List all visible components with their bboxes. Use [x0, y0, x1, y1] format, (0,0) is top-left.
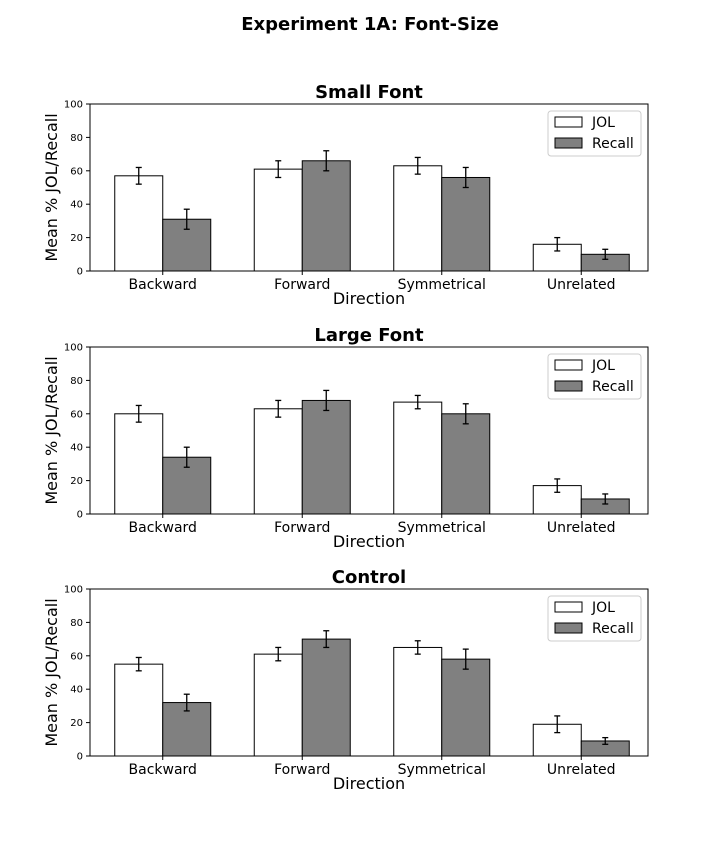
y-tick-label: 80: [70, 618, 83, 629]
legend-swatch-recall: [554, 137, 583, 149]
plot-frame: [89, 346, 649, 515]
legend-swatch-jol: [554, 359, 583, 371]
figure-title: Experiment 1A: Font-Size: [241, 14, 499, 35]
bar-recall-forward: [301, 638, 351, 757]
legend-swatch-recall: [554, 622, 583, 634]
bar-jol-forward: [253, 168, 303, 272]
chart-title: Control: [332, 567, 406, 588]
y-axis-label: Mean % JOL/Recall: [42, 113, 61, 261]
y-tick-label: 40: [70, 200, 83, 211]
x-tick-label: Backward: [129, 277, 197, 293]
x-tick-label: Backward: [129, 762, 197, 778]
bar-jol-symmetrical: [393, 401, 443, 515]
y-axis-label: Mean % JOL/Recall: [42, 356, 61, 504]
y-tick-label: 0: [77, 752, 83, 763]
x-tick-label: Unrelated: [547, 277, 616, 293]
bar-jol-backward: [114, 413, 164, 515]
y-tick-label: 20: [70, 718, 83, 729]
legend-label-jol: JOL: [591, 115, 615, 131]
bar-jol-backward: [114, 175, 164, 272]
x-tick-label: Forward: [274, 762, 330, 778]
x-tick-label: Unrelated: [547, 520, 616, 536]
chart-panel-2: Large Font Backward Forward Symmetrical Unre…: [42, 325, 649, 551]
x-tick-label: Symmetrical: [398, 762, 486, 778]
y-tick-label: 80: [70, 376, 83, 387]
y-tick-label: 100: [64, 343, 83, 354]
bar-recall-symmetrical: [441, 658, 491, 757]
y-tick-label: 0: [77, 510, 83, 521]
y-tick-label: 60: [70, 409, 83, 420]
x-tick-label: Backward: [129, 520, 197, 536]
bar-jol-backward: [114, 663, 164, 757]
x-tick-label: Forward: [274, 277, 330, 293]
chart-title: Large Font: [314, 325, 424, 346]
bar-recall-forward: [301, 160, 351, 272]
chart-title: Small Font: [315, 82, 423, 103]
y-tick-label: 40: [70, 685, 83, 696]
bar-recall-forward: [301, 399, 351, 515]
x-axis-label: Direction: [333, 532, 405, 551]
chart-panel-3: Control Backward Forward Symmetrical Unrelat…: [42, 567, 649, 793]
y-tick-label: 40: [70, 443, 83, 454]
y-tick-label: 0: [77, 267, 83, 278]
y-tick-label: 60: [70, 166, 83, 177]
plot-frame: [89, 588, 649, 757]
legend-label-recall: Recall: [592, 136, 634, 152]
x-axis-label: Direction: [333, 289, 405, 308]
chart-panel-1: Small Font Backward Forward Symmetrical Unre…: [42, 82, 649, 308]
y-tick-label: 20: [70, 233, 83, 244]
legend-swatch-jol: [554, 116, 583, 128]
legend-label-recall: Recall: [592, 379, 634, 395]
legend: JOL Recall: [547, 353, 642, 400]
legend: JOL Recall: [547, 110, 642, 157]
x-tick-label: Symmetrical: [398, 277, 486, 293]
legend-swatch-jol: [554, 601, 583, 613]
x-tick-label: Symmetrical: [398, 520, 486, 536]
legend: JOL Recall: [547, 595, 642, 642]
bar-jol-symmetrical: [393, 165, 443, 272]
bar-recall-symmetrical: [441, 176, 491, 272]
y-tick-label: 60: [70, 651, 83, 662]
bar-recall-symmetrical: [441, 413, 491, 515]
bar-jol-forward: [253, 408, 303, 515]
y-tick-label: 20: [70, 476, 83, 487]
x-axis-label: Direction: [333, 774, 405, 793]
bar-jol-symmetrical: [393, 646, 443, 757]
y-tick-label: 100: [64, 585, 83, 596]
legend-label-recall: Recall: [592, 621, 634, 637]
x-tick-label: Forward: [274, 520, 330, 536]
x-tick-label: Unrelated: [547, 762, 616, 778]
bar-jol-forward: [253, 653, 303, 757]
legend-label-jol: JOL: [591, 358, 615, 374]
legend-label-jol: JOL: [591, 600, 615, 616]
plot-frame: [89, 103, 649, 272]
y-axis-label: Mean % JOL/Recall: [42, 598, 61, 746]
legend-swatch-recall: [554, 380, 583, 392]
y-tick-label: 80: [70, 133, 83, 144]
y-tick-label: 100: [64, 100, 83, 111]
